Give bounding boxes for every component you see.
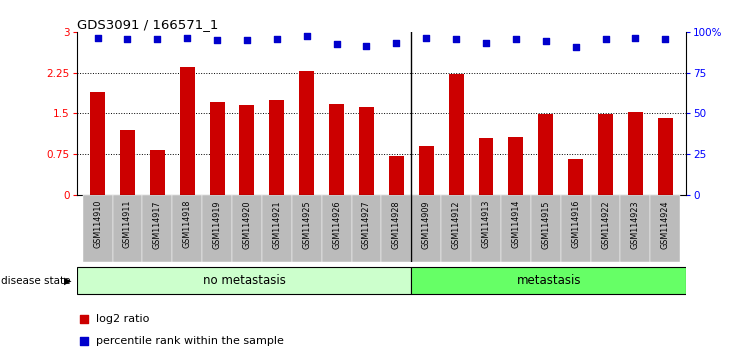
Bar bbox=[359, 107, 374, 195]
Bar bbox=[269, 100, 284, 195]
Text: GSM114922: GSM114922 bbox=[601, 200, 610, 249]
Text: percentile rank within the sample: percentile rank within the sample bbox=[96, 336, 284, 346]
Text: GSM114920: GSM114920 bbox=[242, 200, 251, 249]
Bar bbox=[479, 138, 493, 195]
Bar bbox=[508, 137, 523, 195]
Point bbox=[152, 36, 164, 42]
Text: GSM114918: GSM114918 bbox=[182, 200, 192, 249]
Text: GSM114915: GSM114915 bbox=[541, 200, 550, 249]
FancyBboxPatch shape bbox=[441, 195, 471, 262]
FancyBboxPatch shape bbox=[620, 195, 650, 262]
Bar bbox=[449, 74, 464, 195]
Bar bbox=[568, 159, 583, 195]
Text: GSM114919: GSM114919 bbox=[212, 200, 222, 249]
FancyBboxPatch shape bbox=[172, 195, 202, 262]
Point bbox=[271, 36, 283, 42]
Point bbox=[78, 316, 90, 322]
FancyBboxPatch shape bbox=[591, 195, 620, 262]
Bar bbox=[389, 156, 404, 195]
Text: GSM114909: GSM114909 bbox=[422, 200, 431, 249]
Text: GSM114924: GSM114924 bbox=[661, 200, 670, 249]
Point bbox=[122, 36, 134, 42]
Point bbox=[480, 40, 492, 46]
FancyBboxPatch shape bbox=[381, 195, 411, 262]
Text: no metastasis: no metastasis bbox=[202, 274, 285, 287]
Bar bbox=[299, 71, 314, 195]
Bar bbox=[120, 130, 135, 195]
Point bbox=[78, 338, 90, 344]
Text: GSM114913: GSM114913 bbox=[482, 200, 491, 249]
Text: GSM114926: GSM114926 bbox=[332, 200, 341, 249]
Bar bbox=[180, 67, 195, 195]
FancyBboxPatch shape bbox=[82, 195, 112, 262]
FancyBboxPatch shape bbox=[411, 267, 686, 294]
Bar bbox=[210, 102, 225, 195]
Bar bbox=[658, 118, 673, 195]
Text: GSM114923: GSM114923 bbox=[631, 200, 640, 249]
Text: GSM114911: GSM114911 bbox=[123, 200, 132, 249]
Bar bbox=[628, 112, 643, 195]
Text: GSM114928: GSM114928 bbox=[392, 200, 401, 249]
FancyBboxPatch shape bbox=[650, 195, 680, 262]
FancyBboxPatch shape bbox=[411, 195, 441, 262]
Point bbox=[450, 36, 462, 42]
Text: GSM114914: GSM114914 bbox=[512, 200, 520, 249]
Bar bbox=[90, 92, 105, 195]
Text: GSM114917: GSM114917 bbox=[153, 200, 162, 249]
Text: GSM114910: GSM114910 bbox=[93, 200, 102, 249]
Text: GSM114927: GSM114927 bbox=[362, 200, 371, 249]
Text: ▶: ▶ bbox=[64, 275, 72, 286]
Point bbox=[181, 35, 193, 41]
Bar bbox=[538, 114, 553, 195]
Text: GSM114916: GSM114916 bbox=[571, 200, 580, 249]
FancyBboxPatch shape bbox=[262, 195, 292, 262]
Point bbox=[659, 36, 671, 42]
Point bbox=[331, 41, 342, 47]
FancyBboxPatch shape bbox=[142, 195, 172, 262]
Point bbox=[391, 40, 402, 46]
FancyBboxPatch shape bbox=[292, 195, 322, 262]
Point bbox=[92, 35, 104, 41]
Bar bbox=[598, 114, 613, 195]
Text: metastasis: metastasis bbox=[517, 274, 581, 287]
FancyBboxPatch shape bbox=[501, 195, 531, 262]
Point bbox=[599, 36, 611, 42]
FancyBboxPatch shape bbox=[112, 195, 142, 262]
Text: disease state: disease state bbox=[1, 275, 71, 286]
Point bbox=[301, 33, 312, 39]
FancyBboxPatch shape bbox=[531, 195, 561, 262]
Text: GSM114925: GSM114925 bbox=[302, 200, 311, 249]
Bar bbox=[150, 150, 165, 195]
Text: log2 ratio: log2 ratio bbox=[96, 314, 150, 325]
Text: GDS3091 / 166571_1: GDS3091 / 166571_1 bbox=[77, 18, 218, 31]
Text: GSM114921: GSM114921 bbox=[272, 200, 281, 249]
Point bbox=[211, 37, 223, 43]
Bar bbox=[419, 146, 434, 195]
FancyBboxPatch shape bbox=[322, 195, 352, 262]
Point bbox=[570, 44, 582, 50]
Point bbox=[241, 37, 253, 43]
FancyBboxPatch shape bbox=[471, 195, 501, 262]
FancyBboxPatch shape bbox=[202, 195, 232, 262]
Point bbox=[361, 43, 372, 49]
Bar bbox=[239, 105, 255, 195]
Point bbox=[540, 38, 552, 44]
Point bbox=[420, 35, 432, 41]
Bar bbox=[329, 103, 344, 195]
FancyBboxPatch shape bbox=[232, 195, 262, 262]
Point bbox=[510, 36, 522, 42]
FancyBboxPatch shape bbox=[352, 195, 381, 262]
FancyBboxPatch shape bbox=[561, 195, 591, 262]
FancyBboxPatch shape bbox=[77, 267, 411, 294]
Point bbox=[629, 35, 641, 41]
Text: GSM114912: GSM114912 bbox=[452, 200, 461, 249]
